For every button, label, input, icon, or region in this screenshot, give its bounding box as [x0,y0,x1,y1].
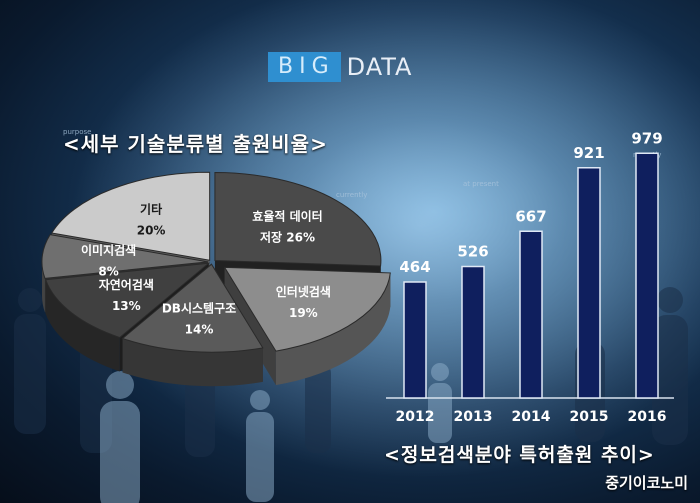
bar-2013 [461,265,485,399]
pie-slice-5 [41,234,209,279]
bar-value-label: 526 [457,243,488,261]
pie-label-1: 효율적 데이터 저장 26% [252,208,322,244]
pie-slice-1 [214,171,382,267]
bar-2016 [635,152,659,399]
bar-2015 [577,167,601,399]
logo-big: BIG [268,52,341,82]
bar-value-label: 979 [631,129,662,147]
bar-chart-title: <정보검색분야 특허출원 추이> [384,444,655,466]
decor-text-currently: currently [336,191,368,199]
bar-category-label: 2012 [396,409,435,425]
pie-slice-3 [121,263,264,353]
pie-label-5: 이미지검색 8% [81,243,136,279]
bar-value-label: 464 [399,258,430,276]
source-label: 중기이코노미 [605,474,688,492]
pie-slice-2 [223,266,391,352]
bar-category-label: 2014 [512,409,551,425]
pie-slice-6 [50,171,211,261]
bar-category-label: 2016 [628,409,667,425]
decor-text-at-present: at present [463,180,499,188]
pie-label-6: 기타 20% [137,202,166,238]
pie-label-3: DB시스템구조 14% [162,301,236,337]
bar-value-label: 667 [515,207,546,225]
bar-2012 [403,281,427,399]
logo-data: DATA [346,53,413,81]
decor-text-purpose: purpose [63,128,92,136]
big-data-logo: BIG DATA [268,52,412,82]
bar-value-label: 921 [573,144,604,162]
pie-chart-title: <세부 기술분류별 출원비율> [63,132,328,156]
pie-label-4: 자연어검색 13% [99,277,154,313]
pie-label-2: 인터넷검색 19% [276,284,331,320]
bar-category-label: 2013 [454,409,493,425]
bar-2014 [519,230,543,399]
pie-slice-4 [44,262,211,339]
bar-category-label: 2015 [570,409,609,425]
